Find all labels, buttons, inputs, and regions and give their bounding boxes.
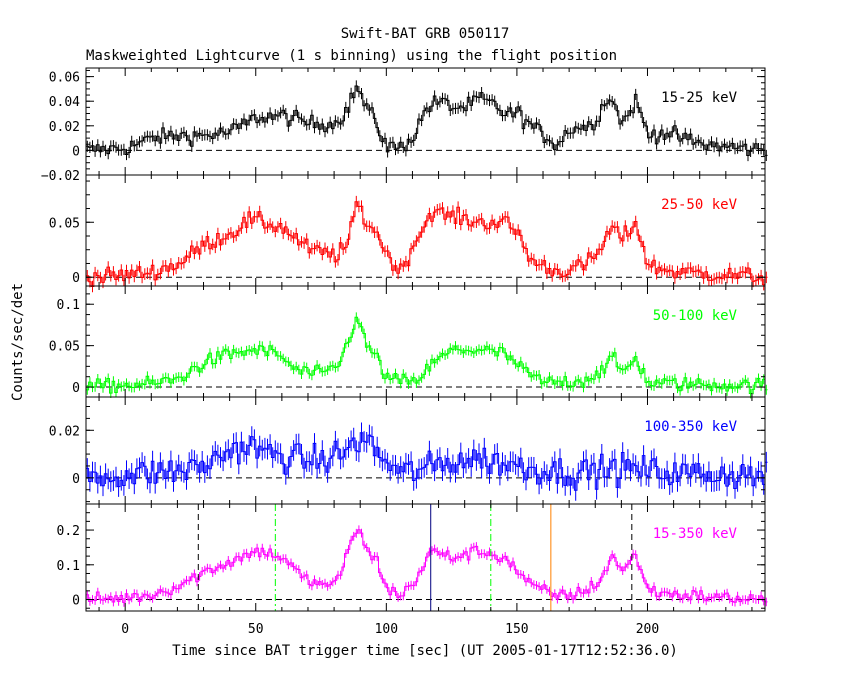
x-tick-label: 0 bbox=[121, 622, 129, 637]
y-tick-label: 0.02 bbox=[49, 120, 80, 135]
series-errorbars bbox=[86, 312, 767, 399]
band-label: 15-350 keV bbox=[653, 526, 738, 542]
series-line bbox=[86, 85, 768, 156]
y-tick-label: 0.02 bbox=[49, 424, 80, 439]
y-tick-label: 0.1 bbox=[57, 559, 80, 574]
panel-3: 0 0.05 0.1 50-100 keV bbox=[49, 285, 768, 399]
panel-5: 0 0.1 0.2 15-350 keV bbox=[57, 503, 768, 612]
panel-frame bbox=[85, 396, 766, 505]
x-tick-label: 200 bbox=[636, 622, 659, 637]
panel-2: 0 0.05 25-50 keV bbox=[49, 174, 768, 293]
y-tick-label: −0.02 bbox=[41, 169, 80, 184]
y-tick-label: 0.2 bbox=[57, 524, 80, 539]
y-tick-label: 0.04 bbox=[49, 95, 80, 110]
panel-frame bbox=[85, 67, 766, 176]
band-label: 50-100 keV bbox=[653, 308, 738, 324]
series-line bbox=[86, 432, 768, 491]
y-tick-label: 0 bbox=[72, 472, 80, 487]
panel-1: −0.02 0 0.02 0.04 0.06 15-25 keV bbox=[41, 67, 768, 184]
x-tick-label: 50 bbox=[248, 622, 264, 637]
band-label: 100-350 keV bbox=[644, 419, 737, 435]
chart-title: Swift-BAT GRB 050117 bbox=[341, 26, 510, 42]
panel-4: 0 0.02 100-350 keV bbox=[49, 396, 768, 505]
band-label: 15-25 keV bbox=[661, 90, 737, 106]
y-axis-label: Counts/sec/det bbox=[10, 283, 26, 401]
panels-group: −0.02 0 0.02 0.04 0.06 15-25 keV 0 0.05 25-50 ke… bbox=[41, 67, 768, 612]
x-axis-label: Time since BAT trigger time [sec] (UT 20… bbox=[172, 643, 678, 659]
chart-subtitle: Maskweighted Lightcurve (1 s binning) us… bbox=[86, 48, 617, 64]
y-tick-label: 0 bbox=[72, 381, 80, 396]
y-tick-label: 0 bbox=[72, 144, 80, 159]
series-line bbox=[86, 316, 768, 394]
series-line bbox=[86, 201, 768, 287]
y-tick-label: 0.05 bbox=[49, 340, 80, 355]
x-tick-label: 100 bbox=[375, 622, 398, 637]
band-label: 25-50 keV bbox=[661, 197, 737, 213]
y-tick-label: 0 bbox=[72, 271, 80, 286]
x-axis: 0 50 100 150 200 bbox=[121, 622, 659, 637]
series-line bbox=[86, 529, 768, 603]
y-tick-label: 0.05 bbox=[49, 216, 80, 231]
y-tick-label: 0 bbox=[72, 594, 80, 609]
x-tick-label: 150 bbox=[505, 622, 528, 637]
y-tick-label: 0.1 bbox=[57, 298, 80, 313]
y-tick-label: 0.06 bbox=[49, 71, 80, 86]
panel-frame bbox=[85, 503, 766, 612]
